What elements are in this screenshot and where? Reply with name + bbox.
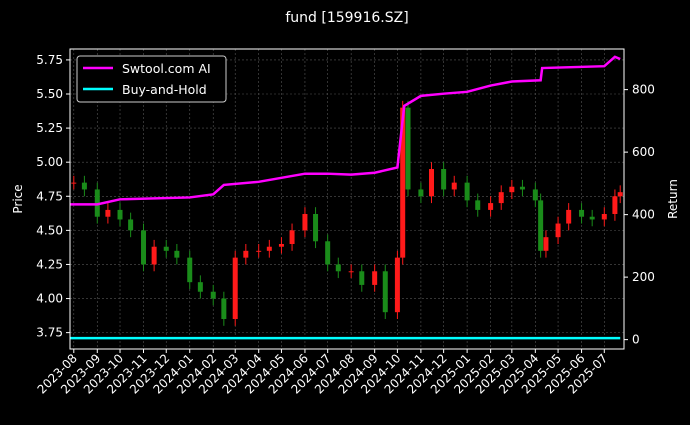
candle-body [128, 219, 134, 231]
candle-body [589, 216, 595, 220]
candle-body [451, 182, 457, 190]
candle-body [601, 214, 607, 220]
y-tick-label-left: 4.00 [36, 292, 63, 306]
candle-body [105, 209, 111, 217]
y-tick-label-left: 4.50 [36, 223, 63, 237]
candle-body [117, 209, 123, 220]
candle-body [325, 241, 331, 265]
candle-body [617, 192, 623, 197]
strategy-return-line [70, 55, 621, 206]
candle-body [372, 271, 378, 285]
candle-body [498, 192, 504, 204]
x-axis: 2023-082023-092023-102023-112023-122024-… [35, 349, 610, 397]
candle-body [278, 244, 284, 247]
y-tick-label-right: 200 [632, 270, 655, 284]
candle-body [555, 223, 561, 238]
y-label-left: Price [11, 184, 25, 213]
y-tick-label-left: 4.75 [36, 189, 63, 203]
legend-label-buyhold: Buy-and-Hold [122, 82, 207, 97]
candle-body [151, 246, 157, 265]
candle-body [429, 169, 435, 197]
candle-body [174, 250, 180, 258]
legend: Swtool.com AI Buy-and-Hold [76, 55, 227, 103]
y-tick-label-right: 600 [632, 145, 655, 159]
candle-body [400, 107, 406, 258]
candle-body [197, 282, 203, 292]
y-label-right: Return [666, 179, 680, 219]
candle-body [313, 214, 319, 242]
candle-body [210, 291, 216, 299]
y-tick-label-right: 0 [632, 333, 640, 347]
candle-body [187, 257, 193, 283]
candle-body [475, 200, 481, 210]
return-lines [70, 55, 621, 340]
candle-body [579, 209, 585, 217]
candle-body [163, 246, 169, 251]
candle-body [488, 203, 494, 210]
y-axis-left: 3.75 4.00 4.25 4.50 4.75 5.00 5.25 5.50 5.75 [36, 53, 70, 340]
candle-body [538, 200, 544, 251]
candle-body [509, 186, 515, 193]
candle-body [335, 264, 341, 272]
candle-body [348, 271, 354, 273]
candle-body [441, 169, 447, 190]
candle-body [405, 107, 411, 190]
candle-body [519, 186, 525, 190]
candle-body [302, 214, 308, 231]
candle-body [243, 250, 249, 258]
candle-body [532, 189, 538, 201]
candle-body [221, 298, 227, 319]
y-tick-label-left: 5.75 [36, 53, 63, 67]
candle-body [464, 182, 470, 201]
y-tick-label-left: 3.75 [36, 326, 63, 340]
candle-body [71, 182, 77, 184]
candle-body [232, 257, 238, 319]
y-tick-label-left: 5.50 [36, 87, 63, 101]
candle-body [566, 209, 572, 224]
y-axis-right: 0 200 400 600 800 [624, 83, 655, 347]
y-tick-label-right: 800 [632, 83, 655, 97]
candle-body [266, 246, 272, 251]
y-tick-label-left: 4.25 [36, 257, 63, 271]
candle-body [359, 271, 365, 285]
legend-label-strategy: Swtool.com AI [122, 61, 211, 76]
y-tick-label-right: 400 [632, 208, 655, 222]
chart-title: fund [159916.SZ] [285, 10, 408, 26]
candle-body [543, 237, 549, 251]
candle-body [382, 271, 388, 313]
candle-body [612, 196, 618, 214]
candle-body [256, 250, 262, 252]
y-tick-label-left: 5.25 [36, 121, 63, 135]
y-tick-label-left: 5.00 [36, 155, 63, 169]
candle-body [394, 257, 400, 313]
candle-body [418, 189, 424, 197]
price-candles [71, 100, 623, 326]
candle-body [141, 230, 147, 265]
candle-body [81, 182, 87, 190]
candle-body [289, 230, 295, 244]
plot-frame [69, 48, 625, 350]
